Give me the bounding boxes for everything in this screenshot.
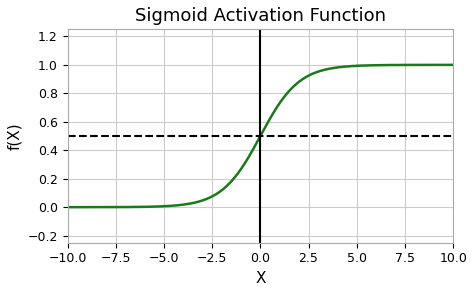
X-axis label: X: X — [255, 271, 265, 286]
Title: Sigmoid Activation Function: Sigmoid Activation Function — [135, 7, 386, 25]
Y-axis label: f(X): f(X) — [7, 122, 22, 150]
